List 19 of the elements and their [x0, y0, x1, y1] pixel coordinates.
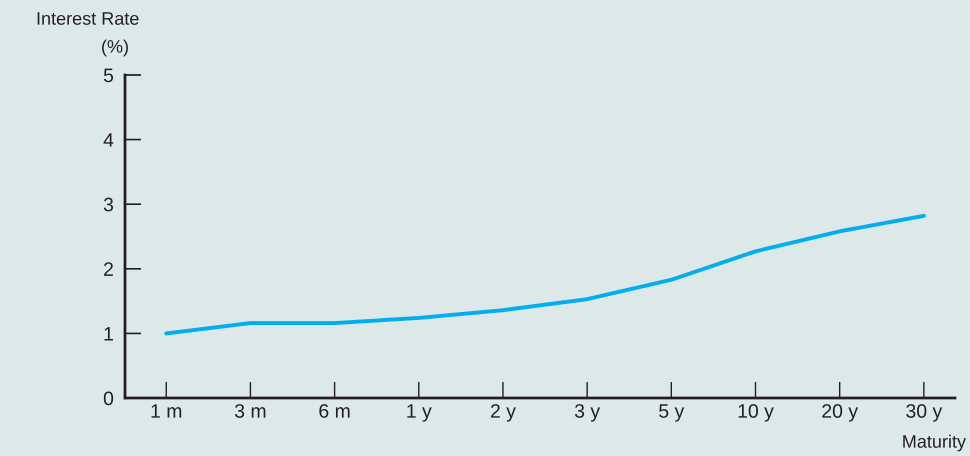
- x-tick-label: 30 y: [906, 404, 942, 422]
- x-tick-label: 1 y: [407, 404, 432, 422]
- y-tick-label: 5: [104, 68, 114, 82]
- line-series: [164, 214, 926, 336]
- x-tick-label: 2 y: [490, 404, 516, 422]
- y-tick-label: 3: [104, 198, 114, 212]
- x-axis-title: Maturity: [903, 434, 966, 452]
- x-tick-label: 10 y: [738, 404, 774, 422]
- x-tick-label: 3 m: [234, 404, 266, 418]
- y-tick-label: 0: [104, 391, 114, 406]
- x-tick-label: 1 m: [152, 404, 182, 418]
- x-tick-label: 6 m: [319, 404, 350, 418]
- x-tick-label: 20 y: [822, 404, 858, 422]
- x-tick-label: 3 y: [574, 404, 600, 422]
- y-tick-label: 4: [104, 133, 114, 147]
- x-tick-label: 5 y: [659, 404, 684, 422]
- y-tick-label: 2: [104, 262, 113, 276]
- y-tick-label: 1: [104, 327, 113, 340]
- y-axis-title: Interest Rate (%): [38, 12, 139, 56]
